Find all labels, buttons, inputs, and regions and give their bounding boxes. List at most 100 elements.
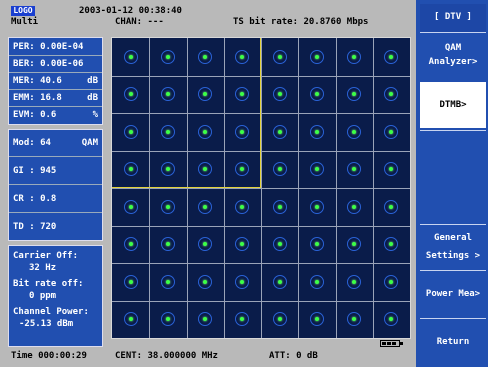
carrier-offset-label: Carrier Off: <box>13 251 79 261</box>
constellation-diagram <box>111 37 411 339</box>
constellation-point <box>124 200 138 214</box>
return-softkey[interactable]: Return <box>420 318 486 364</box>
constellation-point <box>384 200 398 214</box>
constellation-point <box>161 275 175 289</box>
per-value: PER: 0.00E-04 <box>13 42 84 52</box>
constellation-point <box>384 237 398 251</box>
general-settings-line2: Settings > <box>425 251 481 261</box>
general-settings-softkey[interactable]: General Settings > <box>420 224 486 268</box>
error-metrics-panel: PER: 0.00E-04 BER: 0.00E-06 MER: 40.6 dB… <box>8 37 103 125</box>
dtmb-softkey[interactable]: DTMB> <box>420 82 486 128</box>
constellation-point <box>273 275 287 289</box>
constellation-point <box>198 200 212 214</box>
constellation-point <box>161 312 175 326</box>
constellation-point <box>124 87 138 101</box>
constellation-point <box>384 87 398 101</box>
constellation-point <box>198 87 212 101</box>
constellation-point <box>198 162 212 176</box>
softkey-menu: [ DTV ] QAM Analyzer> DTMB> General Sett… <box>416 0 488 367</box>
gi-row: GI : 945 <box>13 164 98 178</box>
constellation-point <box>198 50 212 64</box>
battery-icon <box>380 340 403 347</box>
return-label: Return <box>436 337 470 347</box>
constellation-point <box>198 312 212 326</box>
constellation-point <box>161 237 175 251</box>
evm-row: EVM: 0.6 % <box>13 108 98 122</box>
constellation-point <box>347 200 361 214</box>
emm-unit: dB <box>87 93 98 103</box>
constellation-point <box>124 312 138 326</box>
emm-row: EMM: 16.8 dB <box>13 91 98 105</box>
constellation-point <box>310 200 324 214</box>
grid-line-horizontal <box>112 263 410 264</box>
constellation-point <box>384 125 398 139</box>
grid-line-horizontal <box>112 226 410 227</box>
constellation-point <box>235 275 249 289</box>
status-header: LOGO Multi 2003-01-12 00:38:40 CHAN: ---… <box>5 4 413 32</box>
mod-unit: QAM <box>81 138 98 148</box>
constellation-point <box>347 125 361 139</box>
constellation-point <box>310 162 324 176</box>
menu-title: [ DTV ] <box>420 4 486 32</box>
ts-bitrate-label: TS bit rate: 20.8760 Mbps <box>233 17 369 27</box>
constellation-point <box>273 50 287 64</box>
constellation-point <box>198 125 212 139</box>
bitrate-offset-value: 0 ppm <box>29 291 57 301</box>
channel-power-value: -25.13 dBm <box>19 319 74 329</box>
constellation-point <box>273 237 287 251</box>
constellation-point <box>273 312 287 326</box>
constellation-point <box>235 162 249 176</box>
constellation-point <box>384 162 398 176</box>
constellation-point <box>310 87 324 101</box>
menu-title-label: [ DTV ] <box>434 12 472 22</box>
constellation-point <box>161 125 175 139</box>
modulation-params-panel: Mod: 64 QAM GI : 945 CR : 0.8 TD : 720 <box>8 129 103 241</box>
offsets-panel: Carrier Off: 32 Hz Bit rate off: 0 ppm C… <box>8 245 103 347</box>
mode-label: Multi <box>11 17 39 27</box>
evm-unit: % <box>92 110 98 120</box>
constellation-point <box>347 275 361 289</box>
qam-analyzer-line2: Analyzer> <box>428 57 478 67</box>
ber-value: BER: 0.00E-06 <box>13 59 84 69</box>
constellation-point <box>235 50 249 64</box>
constellation-point <box>310 312 324 326</box>
constellation-point <box>161 50 175 64</box>
constellation-point <box>124 237 138 251</box>
constellation-point <box>347 237 361 251</box>
grid-line-horizontal <box>112 301 410 302</box>
grid-line-horizontal <box>112 113 410 114</box>
constellation-point <box>273 162 287 176</box>
dtmb-label: DTMB> <box>439 100 467 110</box>
general-settings-line1: General <box>434 233 472 243</box>
grid-line-horizontal <box>112 188 410 189</box>
constellation-point <box>161 162 175 176</box>
constellation-point <box>124 50 138 64</box>
constellation-point <box>124 125 138 139</box>
constellation-point <box>384 275 398 289</box>
power-measure-softkey[interactable]: Power Mea> <box>420 270 486 316</box>
constellation-point <box>198 237 212 251</box>
attenuation: ATT: 0 dB <box>269 351 318 361</box>
emm-value: EMM: 16.8 <box>13 93 62 103</box>
channel-power-label: Channel Power: <box>13 307 89 317</box>
constellation-point <box>161 87 175 101</box>
td-row: TD : 720 <box>13 220 98 234</box>
cr-row: CR : 0.8 <box>13 192 98 206</box>
constellation-point <box>235 312 249 326</box>
quadrant-marker <box>112 38 261 188</box>
constellation-point <box>347 87 361 101</box>
constellation-point <box>198 275 212 289</box>
constellation-point <box>235 200 249 214</box>
carrier-offset-value: 32 Hz <box>29 263 57 273</box>
mer-unit: dB <box>87 76 98 86</box>
constellation-point <box>347 50 361 64</box>
constellation-point <box>347 312 361 326</box>
center-frequency: CENT: 38.000000 MHz <box>115 351 218 361</box>
channel-label: CHAN: --- <box>115 17 164 27</box>
qam-analyzer-softkey[interactable]: QAM Analyzer> <box>420 32 486 78</box>
constellation-point <box>273 125 287 139</box>
empty-softkey[interactable] <box>420 130 486 224</box>
constellation-point <box>235 237 249 251</box>
constellation-point <box>310 125 324 139</box>
